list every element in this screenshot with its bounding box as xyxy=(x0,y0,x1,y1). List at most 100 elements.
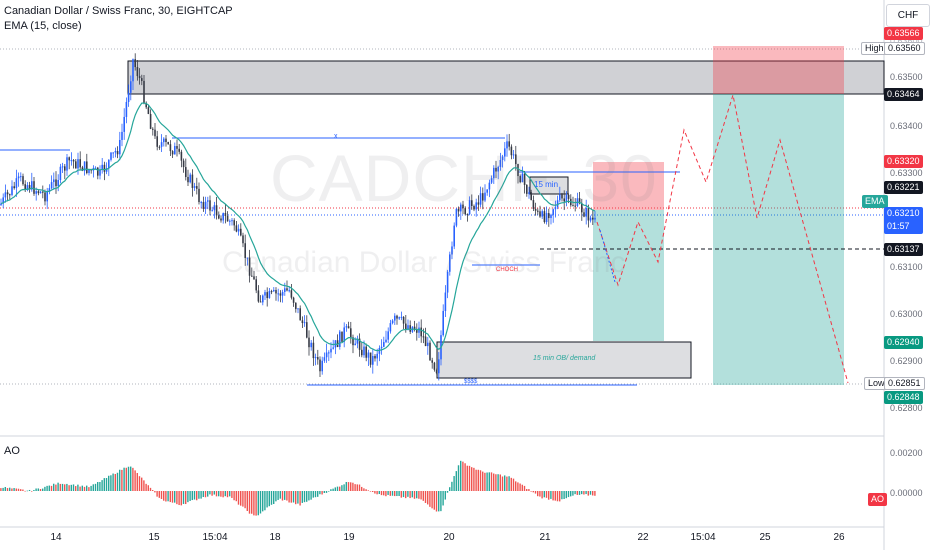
candle-body xyxy=(539,211,541,217)
ao-bar xyxy=(589,491,592,495)
ob-demand-label[interactable]: 15 min OB/ demand xyxy=(533,355,596,362)
candle-body xyxy=(86,161,88,174)
box-15min-label[interactable]: 15 min xyxy=(534,180,559,189)
x-marker[interactable]: x xyxy=(334,133,338,140)
candle-body xyxy=(341,331,343,342)
time-tick: 15:04 xyxy=(202,532,228,543)
candle-body xyxy=(176,146,178,149)
ao-bar xyxy=(510,477,512,491)
ao-bar xyxy=(248,491,251,514)
candle-body xyxy=(457,208,460,212)
candle-body xyxy=(427,342,429,347)
ao-bar xyxy=(328,491,330,492)
ao-bar xyxy=(70,484,72,491)
last-price-value: 0.63210 xyxy=(887,208,920,218)
candle-body xyxy=(70,160,73,162)
choch-label[interactable]: CHOCH xyxy=(496,267,518,273)
ao-bar xyxy=(15,488,17,491)
candle-body xyxy=(396,315,398,319)
symbol-title[interactable]: Canadian Dollar / Swiss Franc, 30, EIGHT… xyxy=(4,5,233,17)
candle-body xyxy=(394,315,396,321)
price-tick: 0.62800 xyxy=(890,403,923,413)
ao-bar xyxy=(484,472,486,491)
candle-body xyxy=(464,208,466,215)
ao-bar xyxy=(0,488,2,491)
ao-bar xyxy=(343,484,345,491)
ao-bar xyxy=(460,460,462,491)
ao-bar xyxy=(101,480,103,491)
ao-bar xyxy=(572,491,574,496)
candle-body xyxy=(552,209,554,215)
candle-body xyxy=(583,212,585,217)
ao-bar xyxy=(519,483,521,491)
ao-bar xyxy=(143,480,145,491)
currency-button[interactable]: CHF xyxy=(886,4,930,27)
candle-body xyxy=(356,338,359,344)
candle-body xyxy=(383,342,385,347)
candle-body xyxy=(191,174,194,188)
candle-body xyxy=(152,128,154,130)
candle-body xyxy=(50,182,53,189)
candle-body xyxy=(462,204,464,209)
candle-body xyxy=(165,138,167,143)
ao-bar xyxy=(11,488,13,491)
ao-legend[interactable]: AO xyxy=(4,445,20,457)
ao-bar xyxy=(354,484,356,491)
ao-bar xyxy=(275,491,277,502)
ao-bar xyxy=(270,491,273,505)
candle-body xyxy=(319,359,321,372)
candle-body xyxy=(365,346,367,358)
candle-body xyxy=(449,254,451,272)
ao-bar xyxy=(334,487,336,491)
candle-body xyxy=(204,201,207,209)
candle-body xyxy=(103,164,106,172)
ema-legend[interactable]: EMA (15, close) xyxy=(4,20,82,32)
ao-bar xyxy=(182,491,185,504)
ao-bar xyxy=(105,478,108,491)
candle-body xyxy=(81,167,84,171)
ao-bar xyxy=(453,476,455,491)
ao-bar xyxy=(409,491,411,499)
ao-bar xyxy=(31,491,33,492)
ao-bar xyxy=(594,491,596,496)
liquidity-label[interactable]: $$$$ xyxy=(464,379,478,385)
ao-bar xyxy=(455,471,457,491)
ao-bar xyxy=(119,469,121,491)
ao-bar xyxy=(295,491,297,505)
candle-body xyxy=(259,301,262,303)
ao-bar xyxy=(123,467,125,491)
time-tick: 18 xyxy=(269,532,281,543)
candle-body xyxy=(488,182,491,190)
ao-bar xyxy=(314,491,317,498)
candle-body xyxy=(594,217,596,220)
candle-body xyxy=(299,308,301,321)
ao-bar xyxy=(537,491,539,497)
ao-bar xyxy=(64,484,66,491)
candle-body xyxy=(233,220,235,226)
ao-bar xyxy=(9,487,11,491)
ao-bar xyxy=(517,482,519,491)
ao-bar xyxy=(108,475,110,491)
ao-bar xyxy=(523,485,526,491)
ao-bar xyxy=(341,485,343,491)
ao-bar xyxy=(20,489,22,491)
ao-bar xyxy=(504,475,506,491)
candle-body xyxy=(385,339,387,343)
ao-bar xyxy=(103,478,105,491)
ao-bar xyxy=(97,482,99,491)
candle-body xyxy=(495,167,497,172)
candle-body xyxy=(182,160,185,168)
candle-body xyxy=(279,293,282,296)
candle-body xyxy=(532,200,535,209)
bar-countdown: 01:57 xyxy=(887,221,910,231)
time-tick: 22 xyxy=(637,532,649,543)
supply-zone xyxy=(127,60,885,95)
ao-bar xyxy=(145,483,147,491)
candle-body xyxy=(389,323,392,332)
candle-body xyxy=(138,76,141,79)
candle-body xyxy=(156,136,158,147)
ao-bar xyxy=(336,486,339,491)
candle-body xyxy=(578,198,581,204)
ao-bar xyxy=(178,491,180,506)
